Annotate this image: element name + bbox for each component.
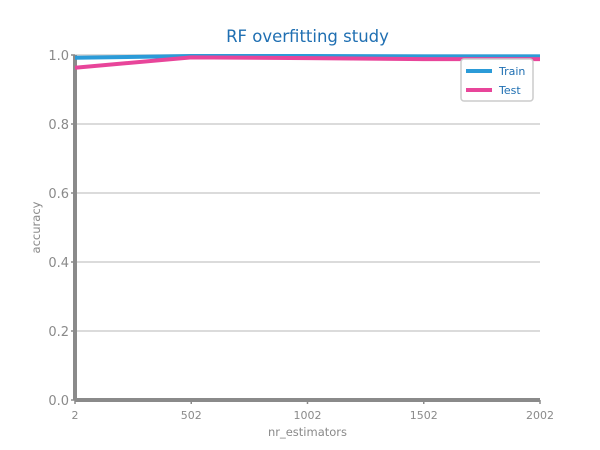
x-axis-label: nr_estimators: [268, 425, 347, 439]
y-tick-label: 1.0: [48, 49, 69, 64]
chart-title: RF overfitting study: [226, 27, 389, 46]
y-tick-label: 0.6: [48, 187, 69, 202]
y-tick-label: 0.4: [48, 256, 69, 271]
y-axis-label: accuracy: [29, 201, 43, 253]
legend-label-test: Test: [498, 84, 521, 97]
y-tick-label: 0.8: [48, 118, 69, 133]
x-tick-label: 2002: [526, 409, 554, 422]
x-tick-label: 502: [181, 409, 202, 422]
series-line-train: [74, 54, 540, 60]
x-tick-label: 1502: [410, 409, 438, 422]
x-tick-label: 1002: [294, 409, 322, 422]
x-tick-label: 2: [72, 409, 79, 422]
legend-label-train: Train: [498, 65, 525, 78]
y-tick-label: 0.0: [48, 394, 69, 409]
y-tick-label: 0.2: [48, 325, 69, 340]
